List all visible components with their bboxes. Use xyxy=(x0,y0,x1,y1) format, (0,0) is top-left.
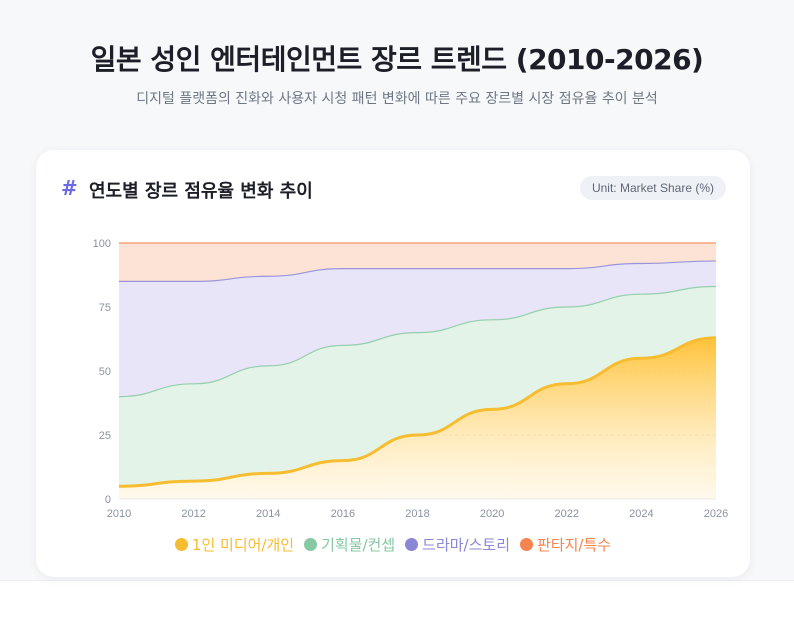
legend-dot-icon xyxy=(174,538,188,551)
legend-dot-icon xyxy=(304,538,318,551)
legend-label: 1인 미디어/개인 xyxy=(191,536,295,554)
x-tick-label: 2026 xyxy=(704,508,728,520)
x-tick-label: 2012 xyxy=(181,508,205,520)
legend-item[interactable]: 기획물/컨셉 xyxy=(304,534,395,555)
series-area-concept xyxy=(119,286,716,487)
page-title: 일본 성인 엔터테인먼트 장르 트렌드 (2010-2026) xyxy=(90,43,704,76)
page-subtitle: 디지털 플랫폼의 진화와 사용자 시청 패턴 변화에 따른 주요 장르별 시장 … xyxy=(136,91,658,107)
y-tick-label: 75 xyxy=(99,302,111,314)
y-tick-label: 100 xyxy=(93,238,111,250)
area-chart: 0 25 50 75 100 2010 2012 2014 2016 2018 2020 2022 20… xyxy=(93,238,729,520)
series-area-fantasy xyxy=(119,243,716,282)
series-area-drama xyxy=(119,260,716,397)
legend-item[interactable]: 드라마/스토리 xyxy=(405,534,510,555)
x-tick-label: 2022 xyxy=(555,508,579,520)
x-tick-label: 2010 xyxy=(107,508,131,520)
x-tick-label: 2018 xyxy=(405,508,429,520)
y-tick-label: 50 xyxy=(99,366,111,378)
legend-dot-icon xyxy=(405,538,419,551)
x-tick-label: 2024 xyxy=(629,508,653,520)
chart-legend: 1인 미디어/개인 기획물/컨셉 드라마/스토리 판타지/특수 xyxy=(36,534,750,555)
x-tick-label: 2016 xyxy=(331,508,355,520)
series-line xyxy=(118,260,717,282)
legend-dot-icon xyxy=(520,538,534,551)
legend-item[interactable]: 판타지/특수 xyxy=(520,534,611,555)
hash-icon: # xyxy=(61,176,78,200)
series-line xyxy=(118,285,717,398)
x-tick-label: 2014 xyxy=(256,508,280,520)
legend-item[interactable]: 1인 미디어/개인 xyxy=(174,534,295,555)
chart-card: # 연도별 장르 점유율 변화 추이 Unit: Market Share (%… xyxy=(36,150,750,577)
legend-label: 기획물/컨셉 xyxy=(321,536,396,554)
series-line xyxy=(118,336,717,488)
series-area-solo-media xyxy=(119,337,716,499)
y-tick-label: 25 xyxy=(99,430,111,442)
chart-title: 연도별 장르 점유율 변화 추이 xyxy=(89,181,313,202)
unit-badge: Unit: Market Share (%) xyxy=(579,176,726,200)
x-tick-label: 2020 xyxy=(480,508,504,520)
legend-label: 판타지/특수 xyxy=(537,536,612,554)
y-tick-label: 0 xyxy=(105,494,111,506)
legend-label: 드라마/스토리 xyxy=(422,536,511,554)
